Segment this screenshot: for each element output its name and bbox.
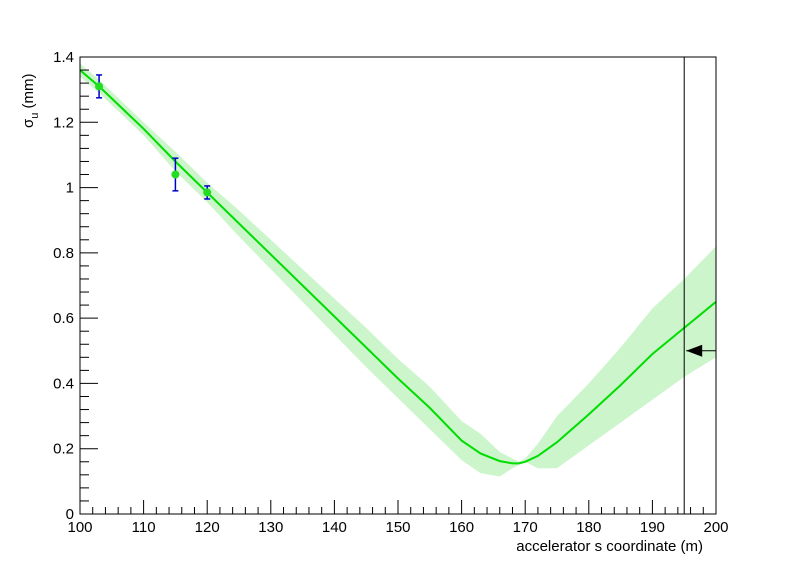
y-tick-label: 1.4 xyxy=(53,49,74,66)
data-point-group-2 xyxy=(203,185,212,200)
x-axis: 100 110 120 130 140 150 160 170 180 190 200 xyxy=(67,500,729,536)
x-tick-label: 100 xyxy=(67,519,92,536)
y-axis: 0 0.2 0.4 0.6 0.8 1 1.2 1.4 xyxy=(53,49,98,523)
x-axis-title: accelerator s coordinate (m) xyxy=(516,538,703,555)
y-axis-title: σu (mm) xyxy=(20,73,41,128)
data-points-layer xyxy=(95,74,212,200)
error-band xyxy=(80,63,716,477)
x-tick-label: 170 xyxy=(513,519,538,536)
data-point-group-0 xyxy=(95,74,104,99)
x-tick-label: 160 xyxy=(449,519,474,536)
x-tick-label: 200 xyxy=(703,519,728,536)
error-band-layer xyxy=(80,63,716,477)
x-tick-label: 110 xyxy=(132,519,156,536)
arrow-head xyxy=(686,344,703,357)
y-axis-title-unit: (mm) xyxy=(20,73,37,112)
x-tick-label: 150 xyxy=(385,519,410,536)
y-tick-label: 0 xyxy=(66,506,74,523)
y-tick-label: 1.2 xyxy=(53,114,74,131)
x-tick-label: 130 xyxy=(258,519,283,536)
x-tick-label: 180 xyxy=(576,519,601,536)
y-tick-label: 0.4 xyxy=(53,375,74,392)
y-axis-title-subscript: u xyxy=(29,113,41,119)
data-point xyxy=(203,188,212,197)
y-axis-title-symbol: σ xyxy=(20,118,37,128)
x-tick-label: 120 xyxy=(195,519,220,536)
marker-layer xyxy=(683,57,716,514)
x-tick-label: 190 xyxy=(640,519,665,536)
y-tick-label: 0.2 xyxy=(53,441,74,458)
y-tick-label: 0.6 xyxy=(53,310,74,327)
y-tick-label: 0.8 xyxy=(53,245,74,262)
data-point xyxy=(95,82,104,91)
x-tick-label: 140 xyxy=(322,519,347,536)
data-point-group-1 xyxy=(171,157,180,192)
data-point xyxy=(171,170,180,179)
y-tick-label: 1 xyxy=(66,180,74,197)
